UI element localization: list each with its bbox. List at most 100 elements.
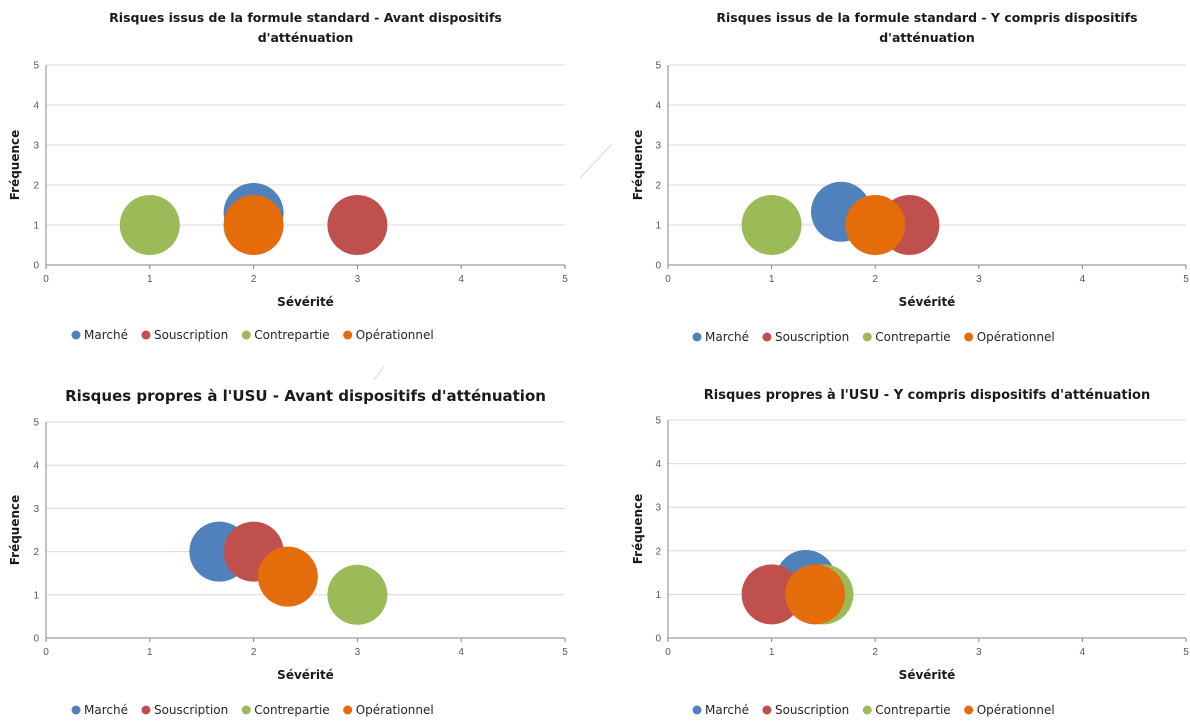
y-axis-title: Fréquence xyxy=(8,130,22,201)
y-axis-title: Fréquence xyxy=(631,494,645,565)
legend-marker xyxy=(862,705,872,715)
legend-label: Contrepartie xyxy=(254,328,329,342)
y-tick-label: 4 xyxy=(655,101,661,112)
chart-title: d'atténuation xyxy=(258,30,354,45)
bubble-operationnel xyxy=(845,195,906,255)
chart-2: Risques issus de la formule standard - Y… xyxy=(631,10,1189,344)
legend-label: Opérationnel xyxy=(977,330,1055,344)
legend-marker xyxy=(862,332,872,342)
legend-label: Souscription xyxy=(775,703,849,717)
y-tick-label: 3 xyxy=(655,141,661,152)
x-tick-label: 1 xyxy=(147,274,153,285)
y-tick-label: 0 xyxy=(655,261,661,272)
legend-marker xyxy=(71,330,81,340)
legend-marker xyxy=(964,332,974,342)
legend-label: Contrepartie xyxy=(875,703,950,717)
y-tick-label: 0 xyxy=(655,634,661,645)
legend-marker xyxy=(692,705,702,715)
x-tick-label: 4 xyxy=(1080,274,1086,285)
x-tick-label: 0 xyxy=(43,274,49,285)
legend-marker xyxy=(141,705,151,715)
y-tick-label: 3 xyxy=(33,504,39,515)
y-tick-label: 1 xyxy=(33,590,39,601)
y-tick-label: 5 xyxy=(655,61,661,72)
bubble-contrepartie xyxy=(119,195,180,255)
legend-label: Marché xyxy=(705,703,749,717)
x-tick-label: 1 xyxy=(769,647,775,658)
y-axis-title: Fréquence xyxy=(631,130,645,201)
x-axis-title: Sévérité xyxy=(899,295,956,309)
y-tick-label: 3 xyxy=(655,503,661,514)
legend-label: Marché xyxy=(84,703,128,717)
x-tick-label: 3 xyxy=(355,274,361,285)
bubble-contrepartie xyxy=(327,564,388,625)
x-tick-label: 3 xyxy=(976,647,982,658)
y-tick-label: 0 xyxy=(33,634,39,645)
legend-label: Souscription xyxy=(154,703,228,717)
legend-marker xyxy=(762,332,772,342)
chart-title: d'atténuation xyxy=(879,30,975,45)
y-tick-label: 5 xyxy=(33,418,39,429)
legend-marker xyxy=(343,330,353,340)
y-tick-label: 1 xyxy=(33,221,39,232)
y-tick-label: 4 xyxy=(33,101,39,112)
y-axis-title: Fréquence xyxy=(8,495,22,566)
legend-label: Souscription xyxy=(775,330,849,344)
x-tick-label: 1 xyxy=(769,274,775,285)
bubble-souscription xyxy=(327,195,388,255)
legend-marker xyxy=(692,332,702,342)
x-tick-label: 5 xyxy=(1183,274,1189,285)
bubble-contrepartie xyxy=(741,195,802,255)
legend-marker xyxy=(241,705,251,715)
legend-marker xyxy=(241,330,251,340)
x-tick-label: 4 xyxy=(458,647,464,658)
y-tick-label: 3 xyxy=(33,141,39,152)
y-tick-label: 2 xyxy=(655,181,661,192)
x-tick-label: 2 xyxy=(872,274,878,285)
x-tick-label: 0 xyxy=(665,647,671,658)
y-tick-label: 4 xyxy=(655,459,661,470)
legend-label: Opérationnel xyxy=(356,703,434,717)
y-tick-label: 2 xyxy=(33,547,39,558)
y-tick-label: 1 xyxy=(655,590,661,601)
x-axis-title: Sévérité xyxy=(277,295,334,309)
legend-marker xyxy=(71,705,81,715)
x-tick-label: 5 xyxy=(562,647,568,658)
x-tick-label: 2 xyxy=(251,274,257,285)
legend-label: Marché xyxy=(84,328,128,342)
y-tick-label: 1 xyxy=(655,221,661,232)
x-axis-title: Sévérité xyxy=(899,668,956,682)
chart-title: Risques issus de la formule standard - A… xyxy=(109,10,502,25)
chart-title: Risques issus de la formule standard - Y… xyxy=(716,10,1137,25)
x-tick-label: 5 xyxy=(1183,647,1189,658)
legend-label: Contrepartie xyxy=(254,703,329,717)
y-tick-label: 5 xyxy=(655,416,661,427)
bubble-souscription xyxy=(741,564,802,625)
stray-line xyxy=(579,143,613,179)
legend-label: Contrepartie xyxy=(875,330,950,344)
y-tick-label: 2 xyxy=(33,181,39,192)
legend-label: Marché xyxy=(705,330,749,344)
x-tick-label: 2 xyxy=(251,647,257,658)
chart-1: Risques issus de la formule standard - A… xyxy=(8,10,568,342)
x-tick-label: 5 xyxy=(562,274,568,285)
legend-label: Souscription xyxy=(154,328,228,342)
legend-marker xyxy=(762,705,772,715)
x-tick-label: 1 xyxy=(147,647,153,658)
x-tick-label: 4 xyxy=(1080,647,1086,658)
chart-4: Risques propres à l'USU - Y compris disp… xyxy=(631,388,1189,717)
x-tick-label: 2 xyxy=(872,647,878,658)
bubble-operationnel xyxy=(223,195,284,255)
legend-marker xyxy=(964,705,974,715)
chart-3: Risques propres à l'USU - Avant disposit… xyxy=(8,387,568,717)
x-tick-label: 4 xyxy=(458,274,464,285)
chart-title: Risques propres à l'USU - Avant disposit… xyxy=(65,387,546,405)
x-tick-label: 3 xyxy=(355,647,361,658)
chart-title: Risques propres à l'USU - Y compris disp… xyxy=(704,388,1150,403)
legend-label: Opérationnel xyxy=(977,703,1055,717)
legend-marker xyxy=(343,705,353,715)
y-tick-label: 5 xyxy=(33,61,39,72)
y-tick-label: 2 xyxy=(655,546,661,557)
legend-label: Opérationnel xyxy=(356,328,434,342)
